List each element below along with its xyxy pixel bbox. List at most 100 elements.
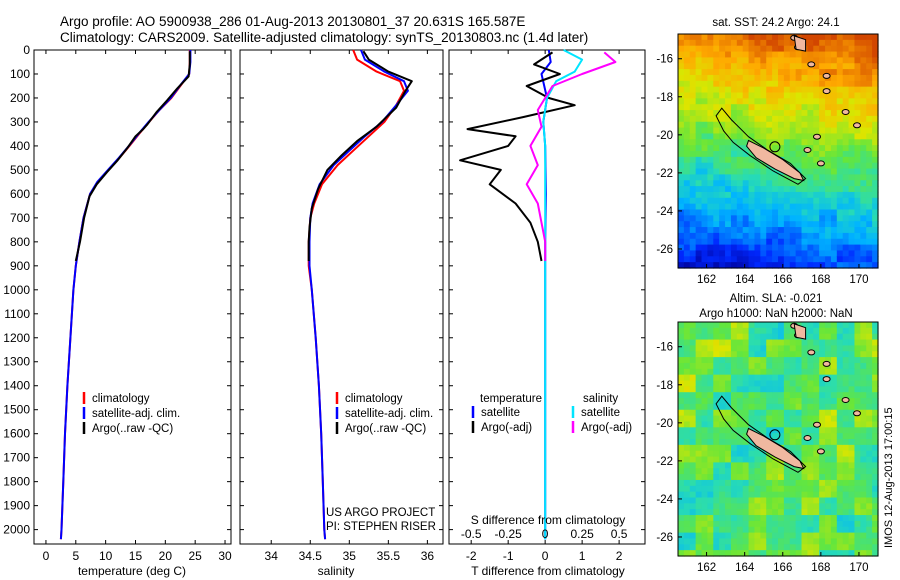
map-cell xyxy=(760,368,767,376)
map-cell xyxy=(848,427,856,434)
map-cell xyxy=(842,439,850,446)
map-cell xyxy=(848,444,856,452)
map-cell xyxy=(701,39,709,47)
map-cell xyxy=(683,462,691,469)
map-cell xyxy=(836,509,844,516)
map-cell xyxy=(742,34,750,41)
map-cell xyxy=(754,256,761,263)
map-cell xyxy=(866,221,873,228)
map-cell xyxy=(830,345,838,352)
map-cell xyxy=(836,433,844,440)
map-cell xyxy=(842,238,850,246)
map-cell xyxy=(713,427,720,434)
map-cell xyxy=(736,215,744,222)
map-cell xyxy=(766,39,773,47)
map-cell xyxy=(778,57,785,64)
map-cell xyxy=(795,139,803,146)
new-caledonia-island xyxy=(746,139,805,182)
map-cell xyxy=(748,69,756,76)
map-cell xyxy=(760,133,767,140)
map-cell xyxy=(725,392,732,399)
map-cell xyxy=(830,409,838,417)
map-cell xyxy=(748,368,756,376)
map-cell xyxy=(736,256,744,263)
map-cell xyxy=(701,532,709,540)
map-cell xyxy=(795,215,803,222)
map-cell xyxy=(872,86,879,94)
map-cell xyxy=(860,403,867,411)
map-cell xyxy=(854,421,861,428)
legend-climatology-label: climatology xyxy=(345,393,403,405)
map-cell xyxy=(801,468,809,475)
map-cell xyxy=(848,115,856,123)
map-cell xyxy=(813,327,820,335)
map-cell xyxy=(860,145,867,152)
map-cell xyxy=(736,121,744,129)
map-cell xyxy=(748,503,756,510)
map-cell xyxy=(730,180,738,187)
map-cell xyxy=(819,74,826,82)
map-cell xyxy=(819,221,826,228)
map-cell xyxy=(748,197,756,205)
map-cell xyxy=(872,203,879,211)
map-cell xyxy=(719,491,726,499)
map-cell xyxy=(836,491,844,499)
map-cell xyxy=(748,45,756,53)
map-cell xyxy=(801,98,809,105)
map-cell xyxy=(789,191,797,199)
map-cell xyxy=(689,197,697,205)
map-cell xyxy=(678,168,685,175)
map-cell xyxy=(742,409,750,417)
map-cell xyxy=(772,174,779,181)
map-cell xyxy=(801,232,809,240)
map-cell xyxy=(825,491,832,499)
map-cell xyxy=(825,550,832,557)
map-cell xyxy=(795,238,803,246)
map-cell xyxy=(736,526,744,534)
map-cell xyxy=(713,456,720,463)
map-cell xyxy=(778,80,785,88)
map-cell xyxy=(748,509,756,516)
map-cell xyxy=(836,474,844,481)
map-cell xyxy=(789,427,797,434)
map-cell xyxy=(778,491,785,499)
map-cell xyxy=(742,51,750,58)
map-cell xyxy=(742,80,750,88)
map-cell xyxy=(866,92,873,99)
lat-tick-label: -16 xyxy=(656,342,673,354)
map-cell xyxy=(713,69,720,76)
map-cell xyxy=(819,232,826,240)
map-cell xyxy=(872,63,879,70)
map-cell xyxy=(848,433,856,440)
map-cell xyxy=(707,351,714,358)
map-cell xyxy=(860,374,867,382)
map-cell xyxy=(778,98,785,105)
x-tick-label: 36 xyxy=(421,549,435,563)
map-cell xyxy=(783,209,791,216)
map-cell xyxy=(772,497,779,504)
map-cell xyxy=(819,34,826,41)
map-cell xyxy=(701,191,709,199)
map-cell xyxy=(807,322,814,329)
map-cell xyxy=(748,186,756,193)
map-cell xyxy=(825,209,832,216)
map-cell xyxy=(683,232,691,240)
map-cell xyxy=(730,368,738,376)
map-cell xyxy=(854,403,861,411)
map-cell xyxy=(678,174,685,181)
map-cell xyxy=(701,380,709,387)
map-cell xyxy=(836,398,844,405)
map-cell xyxy=(713,497,720,504)
map-cell xyxy=(766,86,773,94)
map-cell xyxy=(713,433,720,440)
map-cell xyxy=(866,215,873,222)
map-cell xyxy=(713,209,720,216)
map-cell xyxy=(730,415,738,423)
map-cell xyxy=(860,351,867,358)
map-cell xyxy=(689,415,697,423)
map-cell xyxy=(730,203,738,211)
map-cell xyxy=(872,398,879,405)
map-cell xyxy=(701,238,709,246)
map-cell xyxy=(848,127,856,135)
series-line-climatology xyxy=(59,50,191,540)
